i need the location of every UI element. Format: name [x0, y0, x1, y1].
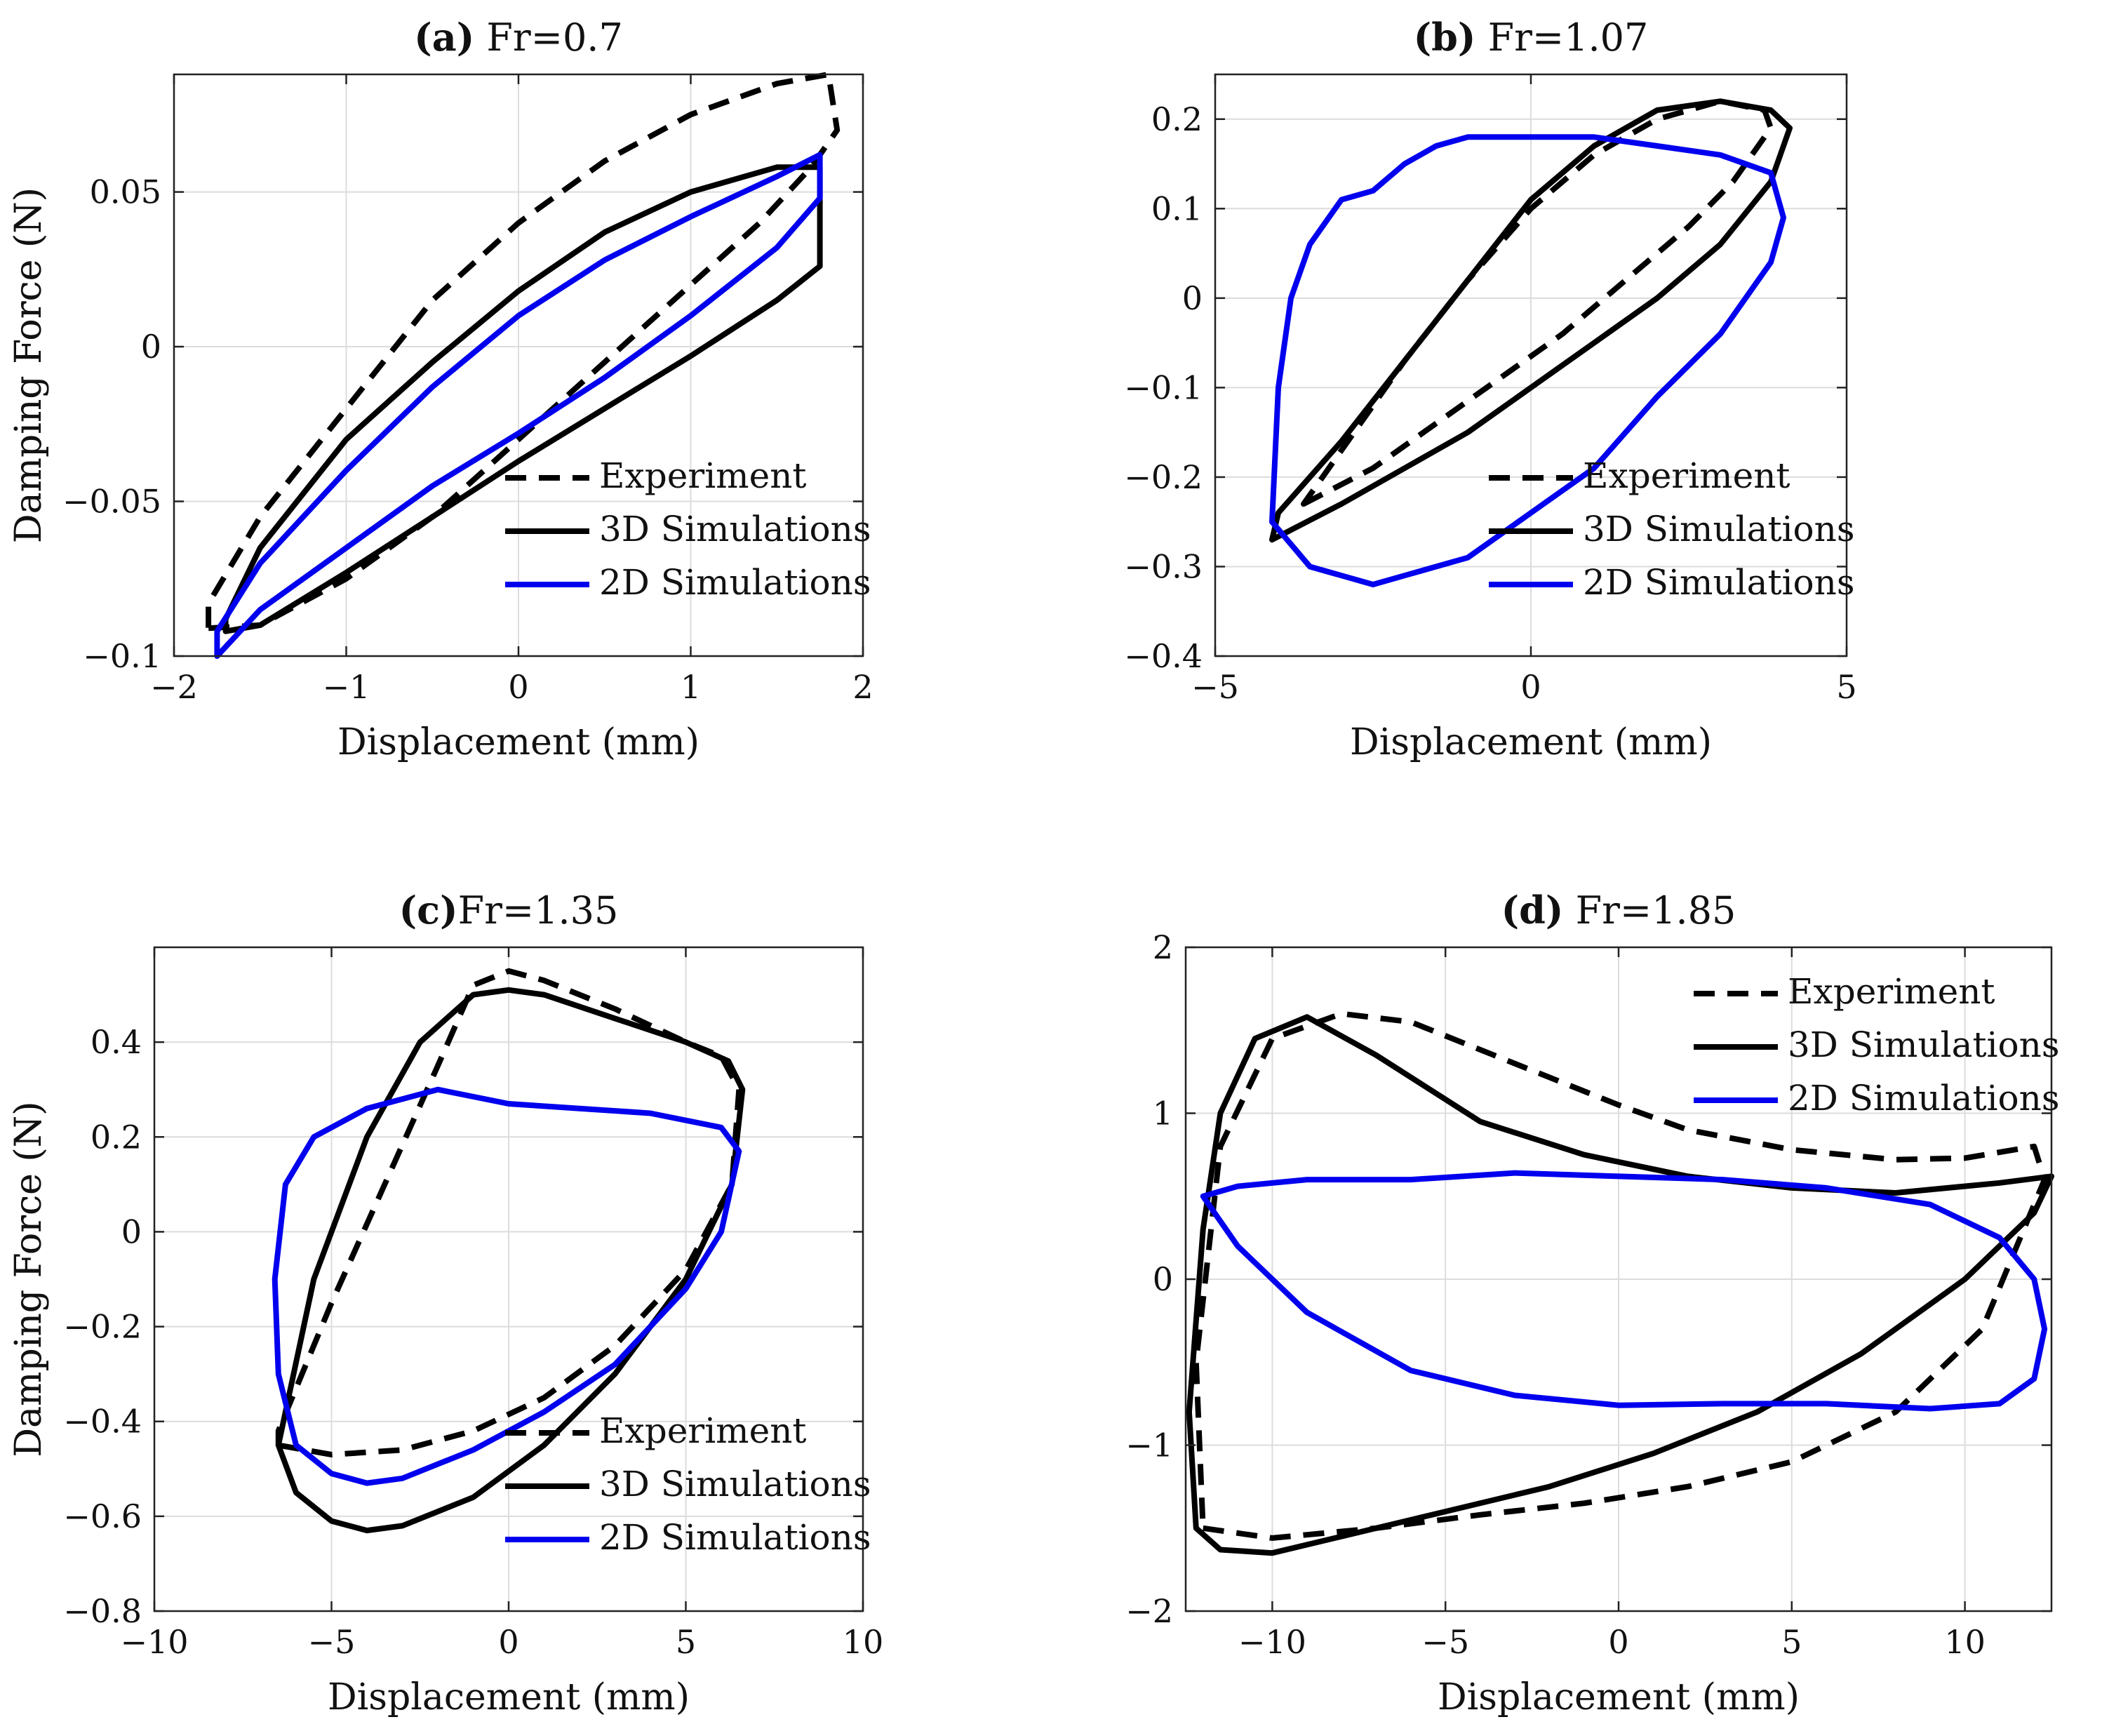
chart-title-prefix: (a)	[414, 15, 474, 60]
panel-a: −2 −1 0 1 2 −0.1 −0.05 0 0.05 (a) Fr=0.7 Displacem…	[8, 15, 873, 763]
legend-label: 3D Simulations	[1583, 509, 1855, 549]
legend-label: 2D Simulations	[599, 562, 871, 603]
x-axis-label: Displacement (mm)	[337, 721, 699, 763]
y-tick-label: 2	[1153, 928, 1173, 966]
chart-title-prefix: (c)	[399, 888, 458, 933]
legend-label: Experiment	[1788, 971, 1995, 1012]
x-tick-label: 5	[676, 1623, 696, 1661]
x-tick-label: −5	[1421, 1623, 1469, 1661]
series-line-2d-simulations	[272, 1086, 742, 1486]
legend-label: 3D Simulations	[599, 1464, 871, 1504]
panel-c: −10 −5 0 5 10 −0.8 −0.6 −0.4 −0.2 0 0.2 0.4 (c)Fr=1.…	[8, 888, 883, 1718]
x-tick-label: 1	[681, 668, 701, 706]
x-tick-label: −10	[120, 1623, 188, 1661]
x-tick-label: 0	[1608, 1623, 1628, 1661]
chart-title: (d) Fr=1.85	[1501, 888, 1736, 933]
x-tick-label: 5	[1781, 1623, 1802, 1661]
legend-label: Experiment	[599, 1410, 806, 1451]
y-tick-label: 0.4	[91, 1023, 142, 1061]
chart-title-text: Fr=0.7	[474, 15, 623, 60]
y-tick-label: 1	[1153, 1095, 1173, 1133]
series-line-experiment	[206, 72, 841, 632]
chart-title: (c)Fr=1.35	[399, 888, 619, 933]
y-axis-label: Damping Force (N)	[8, 187, 50, 543]
chart-title-text: Fr=1.07	[1475, 15, 1648, 60]
x-tick-label: 5	[1836, 668, 1856, 706]
chart-title: (b) Fr=1.07	[1414, 15, 1649, 60]
legend-label: Experiment	[1583, 455, 1790, 496]
y-tick-label: 0	[121, 1213, 142, 1250]
chart-title-text: Fr=1.35	[458, 888, 619, 933]
legend-label: 3D Simulations	[599, 509, 871, 549]
y-tick-label: −0.3	[1124, 547, 1203, 585]
legend-label: 2D Simulations	[1583, 562, 1855, 603]
x-axis-label: Displacement (mm)	[1438, 1676, 1800, 1718]
y-tick-label: −0.6	[63, 1497, 142, 1535]
series-line-2d-simulations	[214, 152, 823, 659]
legend-label: Experiment	[599, 455, 806, 496]
chart-title-text: Fr=1.85	[1563, 888, 1736, 933]
x-tick-label: 0	[1520, 668, 1541, 706]
y-axis-label: Damping Force (N)	[8, 1101, 50, 1457]
y-tick-label: 0	[1182, 279, 1203, 317]
y-axis-label: Damping Force (N)	[8, 187, 50, 543]
x-tick-label: 10	[1944, 1623, 1986, 1661]
legend-label: 3D Simulations	[1788, 1024, 2060, 1065]
x-axis-label: Displacement (mm)	[1350, 721, 1712, 763]
y-tick-label: −1	[1125, 1427, 1173, 1464]
chart-title: (a) Fr=0.7	[414, 15, 623, 60]
y-tick-label: −0.2	[63, 1308, 142, 1346]
panel-b: −5 0 5 −0.4 −0.3 −0.2 −0.1 0 0.1 0.2 (b) Fr=1.07 Di…	[8, 15, 1857, 763]
x-tick-label: 2	[852, 668, 873, 706]
series-line-3d-simulations	[275, 987, 746, 1534]
x-tick-label: −5	[1191, 668, 1239, 706]
y-tick-label: 0.05	[90, 173, 161, 211]
x-tick-label: −1	[323, 668, 370, 706]
legend-label: 2D Simulations	[599, 1517, 871, 1558]
x-tick-label: 0	[508, 668, 528, 706]
y-tick-label: 0.2	[1151, 100, 1203, 138]
series-line-2d-simulations	[1269, 134, 1786, 587]
y-tick-label: 0.1	[1151, 189, 1203, 227]
x-tick-label: 10	[843, 1623, 884, 1661]
series-line-3d-simulations	[1186, 1014, 2054, 1556]
legend-label: 2D Simulations	[1788, 1078, 2060, 1119]
x-tick-label: 0	[498, 1623, 518, 1661]
series-line-3d-simulations	[1269, 98, 1793, 543]
y-tick-label: −0.2	[1124, 458, 1203, 496]
chart-title-prefix: (b)	[1414, 15, 1476, 60]
y-tick-label: −0.4	[1124, 637, 1203, 675]
x-axis-label: Displacement (mm)	[328, 1676, 690, 1718]
x-tick-label: −10	[1238, 1623, 1306, 1661]
y-tick-label: −2	[1125, 1592, 1173, 1630]
x-tick-label: −2	[150, 668, 198, 706]
series-line-experiment	[1301, 98, 1774, 507]
series-line-2d-simulations	[1200, 1170, 2048, 1412]
y-axis-label: Damping Force (N)	[8, 1101, 50, 1457]
y-tick-label: 0	[141, 328, 161, 366]
chart-title-prefix: (d)	[1501, 888, 1564, 933]
y-tick-label: −0.1	[1124, 368, 1203, 406]
y-tick-label: 0	[1153, 1260, 1173, 1298]
y-tick-label: −0.05	[62, 483, 161, 521]
y-tick-label: −0.8	[63, 1592, 142, 1630]
y-tick-label: −0.4	[63, 1403, 142, 1441]
x-tick-label: −5	[308, 1623, 356, 1661]
y-tick-label: −0.1	[83, 637, 161, 675]
y-tick-label: 0.2	[91, 1118, 142, 1156]
